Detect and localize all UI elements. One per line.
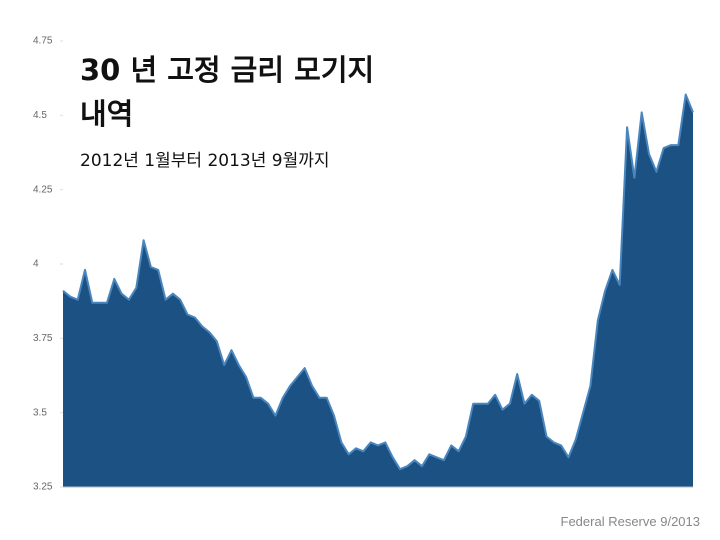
- source-note: Federal Reserve 9/2013: [560, 514, 700, 529]
- y-tick-label: 3.75: [33, 333, 53, 344]
- y-tick-label: 3.5: [33, 407, 47, 418]
- y-tick-label: 4.25: [33, 184, 53, 195]
- y-tick-label: 3.25: [33, 482, 53, 493]
- chart-title: 30 년 고정 금리 모기지 내역: [80, 53, 375, 131]
- y-tick-label: 4.75: [33, 36, 53, 47]
- area-edge: [62, 93, 694, 471]
- area: [63, 94, 693, 487]
- y-tick-label: 4: [33, 259, 39, 270]
- chart-subtitle: 2012년 1월부터 2013년 9월까지: [80, 151, 330, 171]
- y-tick-label: 4.5: [33, 110, 47, 121]
